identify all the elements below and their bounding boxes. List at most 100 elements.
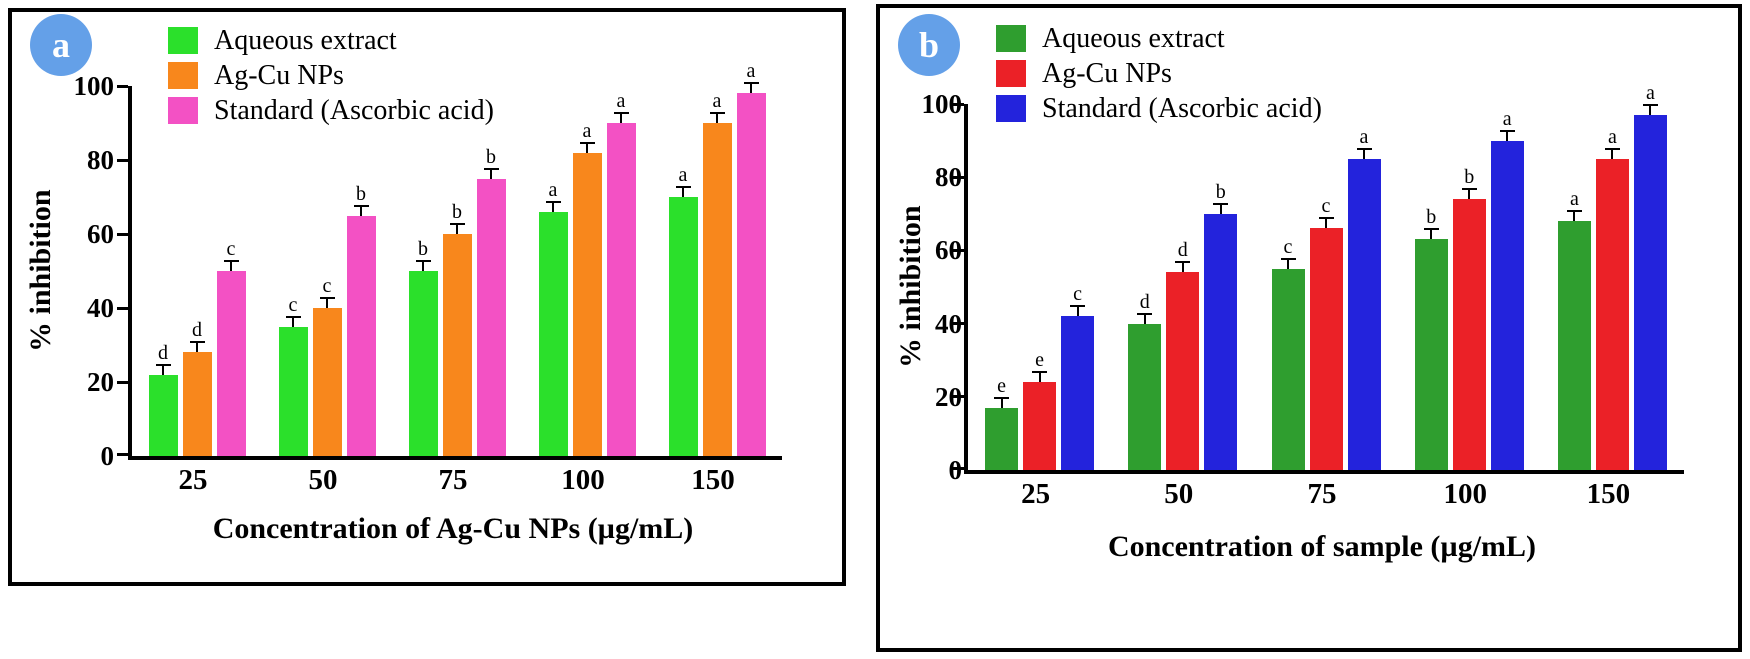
x-tick-label: 25 <box>178 464 208 496</box>
bar-group: e e c <box>968 104 1111 470</box>
error-bar <box>319 297 335 308</box>
legend-label: Ag-Cu NPs <box>214 59 344 91</box>
bar-wrap: a <box>668 86 698 456</box>
bar <box>476 178 506 456</box>
bar <box>1490 140 1524 470</box>
bar-wrap: b <box>476 86 506 456</box>
bar <box>182 352 212 456</box>
bar <box>985 407 1019 470</box>
bar <box>1128 323 1162 470</box>
y-tick-mark <box>117 232 128 236</box>
legend-item: Aqueous extract <box>996 22 1322 55</box>
significance-letter: b <box>418 238 428 260</box>
bar-wrap: b <box>408 86 438 456</box>
legend-item: Ag-Cu NPs <box>996 57 1322 90</box>
x-tick-label: 25 <box>1021 478 1051 510</box>
significance-letter: a <box>746 60 756 83</box>
panel-a-badge: a <box>30 14 92 76</box>
error-bar <box>1137 312 1153 324</box>
panel-a: a Aqueous extract Ag-Cu NPs Standard (Asco… <box>8 8 846 586</box>
y-tick-mark <box>953 102 964 106</box>
bar-wrap: d <box>148 86 178 456</box>
bar <box>148 374 178 456</box>
significance-letter: a <box>1645 81 1655 104</box>
bar-wrap: b <box>1204 104 1238 470</box>
bar <box>1347 158 1381 470</box>
panel-a-x-tick-labels: 25 50 75 100 150 <box>128 464 778 497</box>
error-bar <box>994 396 1010 408</box>
y-tick-label: 0 <box>948 455 963 485</box>
legend-label: Aqueous extract <box>214 24 397 56</box>
bar-group: a a a <box>522 86 652 456</box>
significance-letter: d <box>192 319 202 342</box>
error-bar <box>1499 129 1515 141</box>
x-tick-label: 50 <box>1164 478 1194 510</box>
panel-b: b Aqueous extract Ag-Cu NPs Standard (Asco… <box>876 4 1742 652</box>
bar <box>216 271 246 456</box>
y-tick-mark <box>117 380 128 384</box>
bar <box>408 271 438 456</box>
y-tick-mark <box>953 248 964 252</box>
y-tick-label: 20 <box>87 367 114 397</box>
significance-letter: a <box>712 90 722 112</box>
x-tick-label: 150 <box>691 464 735 496</box>
error-bar <box>155 363 171 375</box>
bar <box>1414 239 1448 470</box>
bar <box>736 93 766 456</box>
panel-b-x-axis-title: Concentration of sample (µg/mL) <box>1107 530 1537 563</box>
error-bar <box>1356 147 1372 159</box>
y-tick-mark <box>117 158 128 162</box>
legend-swatch-icon <box>996 60 1026 87</box>
significance-letter: d <box>158 341 168 364</box>
error-bar <box>449 223 465 234</box>
error-bar <box>1642 103 1658 115</box>
significance-letter: c <box>322 275 332 297</box>
panel-b-x-tick-labels: 25 50 75 100 150 <box>964 478 1680 511</box>
legend-label: Standard (Ascorbic acid) <box>1042 92 1322 124</box>
significance-letter: b <box>1215 180 1226 203</box>
y-tick-label: 80 <box>87 145 114 175</box>
bar <box>346 215 376 456</box>
significance-letter: a <box>548 178 558 201</box>
bar-wrap: c <box>312 86 342 456</box>
significance-letter: a <box>678 164 688 186</box>
bar-wrap: a <box>1490 104 1524 470</box>
significance-letter: b <box>452 201 462 223</box>
x-tick-label: 50 <box>308 464 338 496</box>
panel-a-y-tick-labels: 0 20 40 60 80 100 <box>60 72 115 470</box>
bar-group: a a a <box>1541 83 1684 470</box>
bar <box>572 152 602 456</box>
error-bar <box>1213 202 1229 214</box>
x-tick-label: 150 <box>1586 478 1631 510</box>
significance-letter: b <box>1426 206 1437 229</box>
legend-item: Aqueous extract <box>168 24 494 57</box>
bar-wrap: e <box>985 104 1019 470</box>
bar <box>1204 213 1238 470</box>
significance-letter: a <box>616 90 626 112</box>
y-tick-label: 100 <box>73 71 115 101</box>
bar-wrap: a <box>1557 104 1591 470</box>
bar-group: c c b <box>262 86 392 456</box>
legend-swatch-icon <box>996 25 1026 52</box>
error-bar <box>1566 210 1582 222</box>
y-tick-mark <box>117 453 128 456</box>
panel-b-legend: Aqueous extract Ag-Cu NPs Standard (Ascorb… <box>996 22 1322 125</box>
significance-letter: a <box>1502 107 1512 130</box>
y-tick-mark <box>953 467 964 470</box>
bar-wrap: a <box>1633 83 1667 470</box>
bar-wrap: b <box>1452 104 1486 470</box>
bar-wrap: a <box>1347 104 1381 470</box>
error-bar <box>1032 371 1048 383</box>
significance-letter: a <box>1607 125 1617 148</box>
y-tick-mark <box>117 306 128 310</box>
significance-letter: b <box>356 182 366 205</box>
bar <box>1061 316 1095 470</box>
bar-wrap: a <box>572 86 602 456</box>
bar <box>1557 221 1591 470</box>
x-tick-label: 75 <box>438 464 468 496</box>
significance-letter: c <box>288 293 298 316</box>
y-tick-mark <box>117 84 128 88</box>
legend-label: Standard (Ascorbic acid) <box>214 94 494 126</box>
y-tick-mark <box>953 322 964 326</box>
significance-letter: a <box>582 119 592 142</box>
